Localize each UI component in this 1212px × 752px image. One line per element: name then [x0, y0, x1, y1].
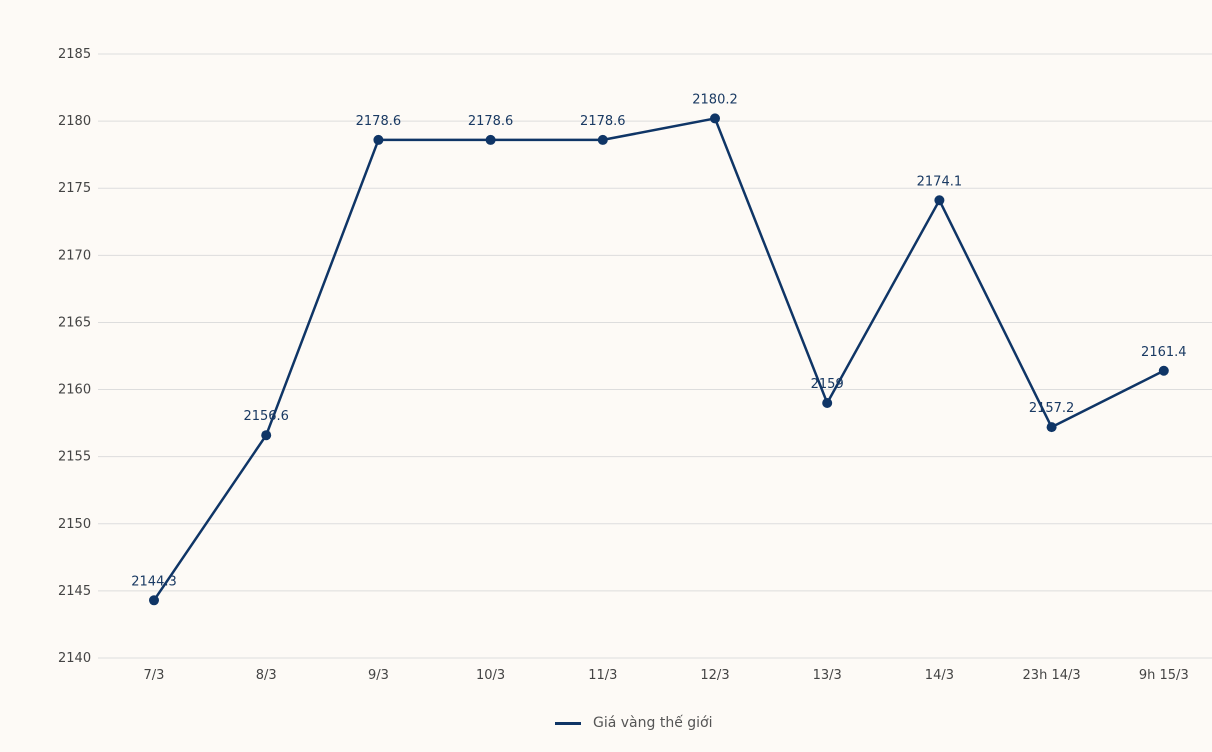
y-tick-label: 2150 — [58, 517, 91, 532]
x-tick-label: 7/3 — [144, 668, 165, 683]
data-label: 2180.2 — [692, 92, 738, 107]
y-tick-label: 2140 — [58, 651, 91, 666]
y-tick-label: 2155 — [58, 450, 91, 465]
legend-label: Giá vàng thế giới — [593, 715, 713, 731]
y-tick-label: 2160 — [58, 383, 91, 398]
legend-swatch — [555, 721, 581, 725]
y-tick-label: 2165 — [58, 315, 91, 330]
data-point — [373, 134, 384, 145]
y-tick-label: 2180 — [58, 114, 91, 129]
y-tick-label: 2170 — [58, 248, 91, 263]
data-label: 2178.6 — [356, 114, 402, 129]
data-point — [597, 134, 608, 145]
legend: Giá vàng thế giới — [555, 715, 713, 731]
data-point — [485, 134, 496, 145]
data-label: 2178.6 — [580, 114, 626, 129]
x-tick-label: 12/3 — [700, 668, 729, 683]
data-label: 2161.4 — [1141, 345, 1187, 360]
data-point — [261, 430, 272, 441]
x-tick-label: 13/3 — [813, 668, 842, 683]
y-tick-label: 2185 — [58, 47, 91, 62]
data-point — [710, 113, 720, 124]
data-point — [934, 195, 945, 206]
data-label: 2178.6 — [468, 114, 514, 129]
x-tick-label: 8/3 — [256, 668, 277, 683]
data-point — [149, 595, 159, 606]
x-tick-label: 23h 14/3 — [1023, 668, 1081, 683]
data-label: 2174.1 — [917, 174, 963, 189]
x-tick-label: 10/3 — [476, 668, 505, 683]
data-point — [1158, 365, 1169, 376]
x-tick-label: 11/3 — [588, 668, 617, 683]
x-tick-label: 9/3 — [368, 668, 389, 683]
x-tick-label: 9h 15/3 — [1139, 668, 1189, 683]
y-tick-label: 2145 — [58, 584, 91, 599]
data-label: 2157.2 — [1029, 401, 1075, 416]
y-tick-label: 2175 — [58, 181, 91, 196]
data-point — [822, 397, 833, 408]
data-label: 2156.6 — [243, 409, 289, 424]
data-label: 2144.3 — [131, 574, 177, 589]
x-tick-label: 14/3 — [925, 668, 954, 683]
data-point — [1046, 422, 1057, 433]
series-line — [152, 117, 1165, 601]
data-label: 2159 — [811, 377, 844, 392]
